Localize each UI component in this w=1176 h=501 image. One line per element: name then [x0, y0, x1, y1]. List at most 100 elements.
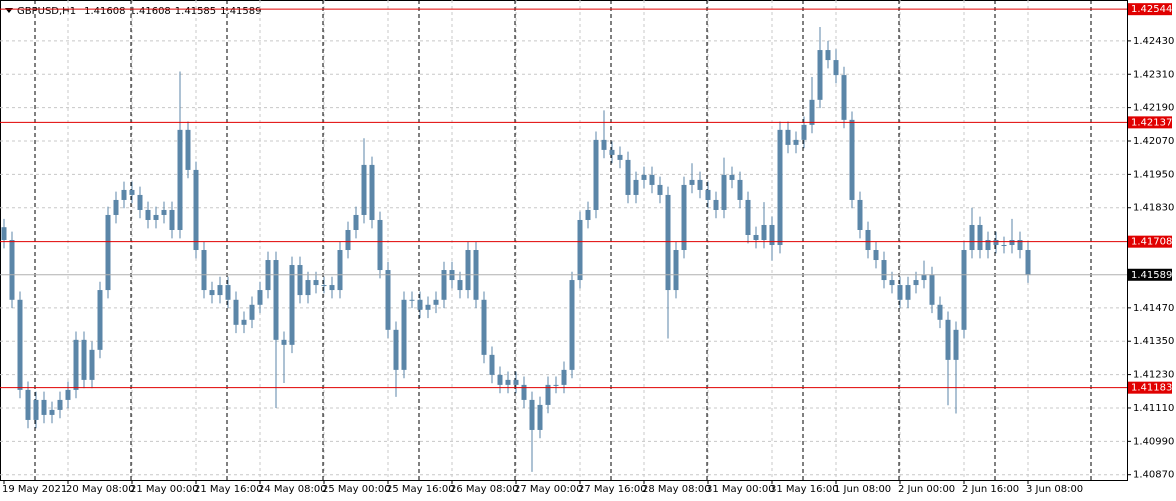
y-tick-label: 1.42190 [1133, 103, 1174, 114]
candle-body [593, 139, 599, 210]
candle-body [9, 240, 15, 300]
y-tick-label: 1.42310 [1133, 69, 1174, 80]
candle-body [409, 299, 415, 301]
candle-body [953, 329, 959, 360]
candle-body [657, 184, 663, 195]
candle-body [497, 374, 503, 385]
y-tick-label: 1.42430 [1133, 36, 1174, 47]
candle-body [385, 270, 391, 330]
candle-body [985, 240, 991, 251]
candle-body [153, 214, 159, 220]
candle-body [649, 174, 655, 185]
candle-body [681, 184, 687, 251]
x-tick-label: 25 May 00:00 [322, 484, 391, 495]
candle-body [809, 99, 815, 125]
candle-body [113, 199, 119, 215]
candle-body [689, 179, 695, 185]
candle-body [977, 224, 983, 251]
candle-body [1009, 240, 1015, 246]
candle-body [625, 159, 631, 195]
candle-body [17, 299, 23, 390]
candle-body [361, 164, 367, 215]
candle-body [913, 280, 919, 286]
header-value: 1.41608 [129, 6, 170, 17]
candle-body [177, 129, 183, 230]
candle-body [745, 199, 751, 235]
y-tick-label: 1.40990 [1133, 436, 1174, 447]
candle-body [601, 139, 607, 150]
candle-body [313, 280, 319, 286]
candle-body [825, 50, 831, 61]
x-tick-label: 2 Jun 16:00 [962, 484, 1019, 495]
candle-body [929, 275, 935, 305]
candle-body [1, 227, 7, 240]
candle-body [609, 149, 615, 155]
candle-body [217, 285, 223, 296]
x-tick-label: 25 May 16:00 [386, 484, 455, 495]
candle-body [33, 399, 39, 420]
level-label-box [1128, 3, 1172, 16]
candle-body [121, 189, 127, 200]
candle-body [345, 229, 351, 251]
candle-body [41, 399, 47, 415]
candle-body [305, 280, 311, 296]
x-tick-label: 21 May 16:00 [194, 484, 263, 495]
x-tick-label: 26 May 08:00 [450, 484, 519, 495]
candle-body [841, 75, 847, 120]
candle-body [169, 209, 175, 230]
x-tick-label: 19 May 2021 [2, 484, 67, 495]
candle-body [857, 199, 863, 230]
candle-body [777, 129, 783, 246]
candle-body [697, 179, 703, 190]
x-tick-label: 31 May 16:00 [770, 484, 839, 495]
candle-body [441, 270, 447, 300]
candle-body [25, 389, 31, 420]
candle-body [329, 285, 335, 291]
x-tick-label: 28 May 08:00 [642, 484, 711, 495]
candle-body [465, 250, 471, 291]
y-tick-label: 1.40870 [1133, 470, 1174, 481]
candle-body [937, 304, 943, 320]
candle-body [569, 280, 575, 370]
candle-body [377, 219, 383, 271]
candle-body [897, 285, 903, 300]
candle-body [705, 189, 711, 200]
chart-title: GBPUSD,H1 [17, 6, 76, 17]
candle-body [529, 399, 535, 430]
candle-body [185, 129, 191, 170]
header-value: 1.41589 [220, 6, 261, 17]
candle-body [905, 285, 911, 300]
candle-body [969, 224, 975, 251]
x-tick-label: 21 May 00:00 [130, 484, 199, 495]
candle-body [561, 369, 567, 385]
header-value: 1.41585 [175, 6, 216, 17]
candle-body [417, 299, 423, 310]
candle-body [289, 265, 295, 345]
candle-body [801, 124, 807, 140]
candle-body [337, 250, 343, 291]
current-price-label: 1.41589 [1131, 270, 1172, 281]
candle-body [521, 384, 527, 400]
candle-body [241, 319, 247, 325]
candle-body [641, 174, 647, 180]
candle-body [369, 164, 375, 220]
x-tick-label: 1 Jun 08:00 [834, 484, 891, 495]
candle-body [209, 290, 215, 296]
candle-body [89, 349, 95, 380]
candle-body [1001, 245, 1007, 247]
candle-body [193, 169, 199, 251]
candle-body [65, 389, 71, 400]
x-tick-label: 3 Jun 08:00 [1026, 484, 1083, 495]
x-tick-label: 24 May 08:00 [258, 484, 327, 495]
candle-body [665, 194, 671, 291]
candle-body [785, 129, 791, 145]
candle-body [81, 339, 87, 380]
candle-body [161, 209, 167, 215]
candle-body [673, 250, 679, 291]
candle-body [729, 174, 735, 180]
candle-body [633, 179, 639, 195]
x-tick-label: 27 May 16:00 [578, 484, 647, 495]
y-tick-label: 1.41230 [1133, 370, 1174, 381]
x-tick-label: 2 Jun 00:00 [898, 484, 955, 495]
